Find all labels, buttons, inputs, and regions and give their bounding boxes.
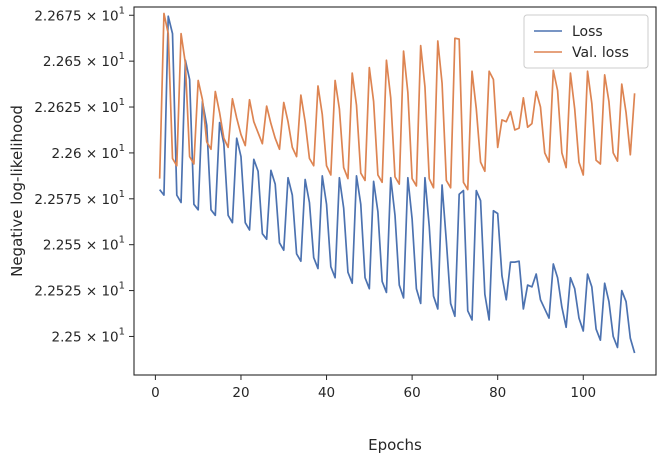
series-line-1 [158, 12, 636, 191]
x-tick-label-5: 100 [570, 385, 596, 401]
plot-frame [133, 6, 657, 376]
x-tick-label-0: 0 [151, 385, 160, 401]
y-tick-label-2: 2.255 × 101 [43, 235, 125, 254]
y-tick-label-6: 2.265 × 101 [43, 51, 125, 70]
y-tick-label-7: 2.2675 × 101 [34, 5, 125, 24]
legend: Loss Val. loss [523, 14, 649, 69]
y-tick-label-3: 2.2575 × 101 [34, 189, 125, 208]
y-tick-label-0: 2.25 × 101 [51, 326, 125, 345]
y-axis-label: Negative log-likelihood [8, 105, 26, 277]
y-tick-label-5: 2.2625 × 101 [34, 97, 125, 116]
x-axis-label: Epochs [368, 436, 422, 454]
legend-label-val-loss: Val. loss [572, 45, 629, 61]
x-tick-label-3: 60 [404, 385, 421, 401]
series-line-0 [158, 15, 636, 354]
y-axis: 2.25 × 101 2.2525 × 101 2.255 × 101 2.2575 … [34, 5, 134, 345]
x-axis: 0 20 40 60 80 100 [151, 375, 596, 401]
x-tick-label-4: 80 [489, 385, 506, 401]
legend-box [523, 14, 649, 69]
series-layer [158, 12, 636, 354]
x-tick-label-2: 40 [318, 385, 335, 401]
y-tick-label-1: 2.2525 × 101 [34, 281, 125, 300]
legend-label-loss: Loss [572, 24, 603, 40]
y-tick-label-4: 2.26 × 101 [51, 143, 125, 162]
x-tick-label-1: 20 [232, 385, 249, 401]
